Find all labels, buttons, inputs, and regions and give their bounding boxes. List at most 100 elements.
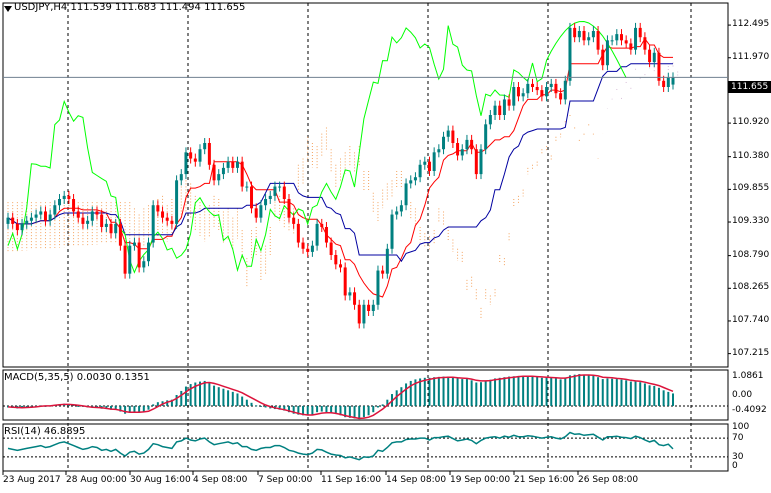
candle-body <box>315 223 319 246</box>
macd-bar <box>297 405 300 415</box>
candle-body <box>207 143 211 165</box>
macd-bar <box>592 375 595 406</box>
candle-body <box>301 242 305 249</box>
macd-bar <box>217 387 220 406</box>
candle-body <box>348 292 352 296</box>
macd-bar <box>156 402 159 406</box>
price-axis-label: 108.265 <box>732 282 770 293</box>
macd-bar <box>526 375 529 406</box>
candle-body <box>123 245 127 274</box>
rsi-header: RSI(14) 46.8895 <box>4 426 86 437</box>
macd-bar <box>184 386 187 406</box>
macd-bar <box>578 374 581 406</box>
candle-body <box>399 205 403 212</box>
macd-bar <box>316 405 319 413</box>
candle-body <box>320 223 324 227</box>
macd-bar <box>245 399 248 406</box>
macd-bar <box>142 405 145 412</box>
macd-bar <box>494 378 497 406</box>
macd-bar <box>653 385 656 406</box>
time-axis-label: 23 Aug 2017 <box>3 475 61 485</box>
candle-body <box>34 214 38 218</box>
candle-body <box>605 40 609 66</box>
macd-bar <box>662 390 665 406</box>
candle-body <box>6 217 10 224</box>
candle-body <box>198 149 202 162</box>
macd-bar <box>433 377 436 406</box>
candle-body <box>652 52 656 63</box>
macd-bar <box>512 376 515 406</box>
candle-body <box>306 248 310 252</box>
price-axis-label: 109.855 <box>732 183 770 194</box>
candle-body <box>413 177 417 181</box>
candle-body <box>53 205 57 215</box>
macd-pane-frame <box>2 369 729 421</box>
macd-bar <box>672 393 674 406</box>
macd-bar <box>189 384 192 406</box>
macd-bar <box>573 374 576 406</box>
macd-bar <box>451 377 454 406</box>
candle-body <box>460 149 464 156</box>
candle-body <box>179 174 183 181</box>
candle-body <box>488 115 492 125</box>
macd-bar <box>259 405 262 407</box>
candle-body <box>456 143 460 156</box>
macd-bar <box>667 391 670 406</box>
candle-body <box>114 223 118 234</box>
macd-bar <box>110 405 113 410</box>
price-axis-label: 112.495 <box>732 19 770 30</box>
candle-body <box>549 83 553 87</box>
candle-body <box>610 40 614 42</box>
macd-bar <box>461 379 464 406</box>
candle-body <box>95 211 99 215</box>
candle-body <box>587 37 591 41</box>
macd-bar <box>484 380 487 406</box>
macd-bar <box>629 381 632 406</box>
macd-bar <box>255 405 258 407</box>
macd-bar <box>625 380 628 406</box>
macd-bar <box>353 405 356 419</box>
macd-axis-bottom: -0.4092 <box>732 405 767 415</box>
macd-bar <box>105 405 108 410</box>
macd-bar <box>77 405 80 407</box>
macd-bar <box>199 381 202 406</box>
macd-bar <box>339 405 342 416</box>
price-axis-label: 110.380 <box>732 150 770 161</box>
candle-body <box>582 31 586 41</box>
candle-body <box>175 180 179 224</box>
time-axis-label: 19 Sep 00:00 <box>450 475 511 485</box>
macd-bar <box>124 405 127 414</box>
candle-body <box>58 199 62 206</box>
candle-body <box>109 223 113 234</box>
candle-body <box>128 245 132 274</box>
candle-body <box>250 186 254 209</box>
macd-bar <box>119 405 122 412</box>
candle-body <box>86 220 90 224</box>
macd-bar <box>419 378 422 406</box>
candle-body <box>662 80 666 87</box>
candle-body <box>531 83 535 87</box>
macd-bar <box>166 400 169 406</box>
candle-body <box>62 195 66 199</box>
macd-bar <box>287 405 290 413</box>
main-header: USDJPY,H4 111.539 111.683 111.494 111.65… <box>14 2 246 13</box>
candle-body <box>648 49 652 63</box>
candle-body <box>226 161 230 168</box>
macd-bar <box>227 390 230 406</box>
rsi-line <box>7 431 674 461</box>
candle-body <box>526 83 530 94</box>
candle-body <box>376 270 380 305</box>
macd-bar <box>367 405 370 416</box>
candle-body <box>264 199 268 206</box>
macd-bar <box>423 377 426 406</box>
candle-body <box>634 27 638 50</box>
macd-bar <box>517 375 520 406</box>
macd-bar <box>138 405 141 413</box>
symbol-dropdown-icon[interactable] <box>4 6 12 12</box>
candle-body <box>156 205 160 212</box>
macd-signal-line <box>7 374 674 420</box>
candle-body <box>20 223 24 231</box>
macd-bar <box>540 377 543 406</box>
time-axis-label: 21 Sep 16:00 <box>514 475 575 485</box>
candle-body <box>638 27 642 38</box>
